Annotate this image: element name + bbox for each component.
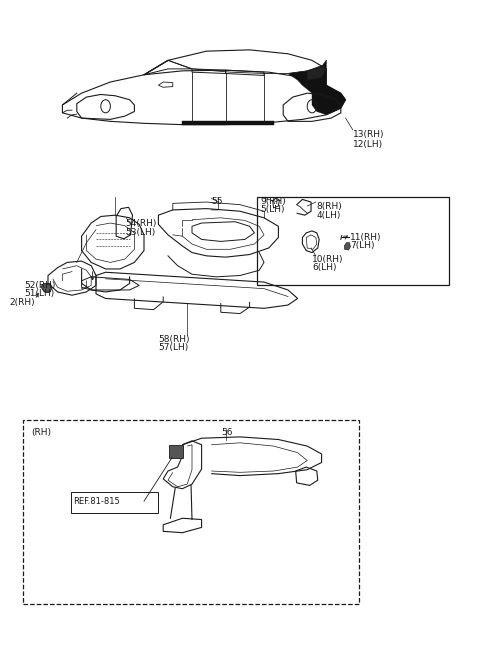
Polygon shape xyxy=(307,66,326,80)
Text: 10(RH): 10(RH) xyxy=(312,255,344,264)
Text: 9(RH): 9(RH) xyxy=(261,197,287,206)
Text: 6(LH): 6(LH) xyxy=(312,263,336,272)
Text: 8(RH): 8(RH) xyxy=(317,202,343,211)
Polygon shape xyxy=(288,60,346,115)
Text: 7(LH): 7(LH) xyxy=(350,241,375,251)
Bar xyxy=(23,420,359,604)
Text: 54(RH): 54(RH) xyxy=(125,219,156,228)
Text: 55: 55 xyxy=(211,197,223,206)
Bar xyxy=(71,492,158,513)
Polygon shape xyxy=(182,121,274,125)
Text: 53(LH): 53(LH) xyxy=(125,228,155,237)
Text: 56: 56 xyxy=(221,428,232,437)
Bar xyxy=(169,445,183,458)
Text: REF.81-815: REF.81-815 xyxy=(73,497,120,506)
Text: 57(LH): 57(LH) xyxy=(158,343,189,352)
Text: 5(LH): 5(LH) xyxy=(261,205,285,215)
Text: 52(RH): 52(RH) xyxy=(24,281,55,290)
Bar xyxy=(257,197,449,285)
Text: 2(RH): 2(RH) xyxy=(10,298,35,308)
Text: 13(RH): 13(RH) xyxy=(353,130,384,139)
Text: 12(LH): 12(LH) xyxy=(353,140,383,149)
Text: 11(RH): 11(RH) xyxy=(350,233,382,242)
Text: 4(LH): 4(LH) xyxy=(317,211,341,220)
Text: 58(RH): 58(RH) xyxy=(158,335,190,344)
Text: (RH): (RH) xyxy=(31,428,51,437)
Text: 51(LH): 51(LH) xyxy=(24,289,54,298)
Polygon shape xyxy=(41,283,52,292)
Polygon shape xyxy=(345,243,350,250)
